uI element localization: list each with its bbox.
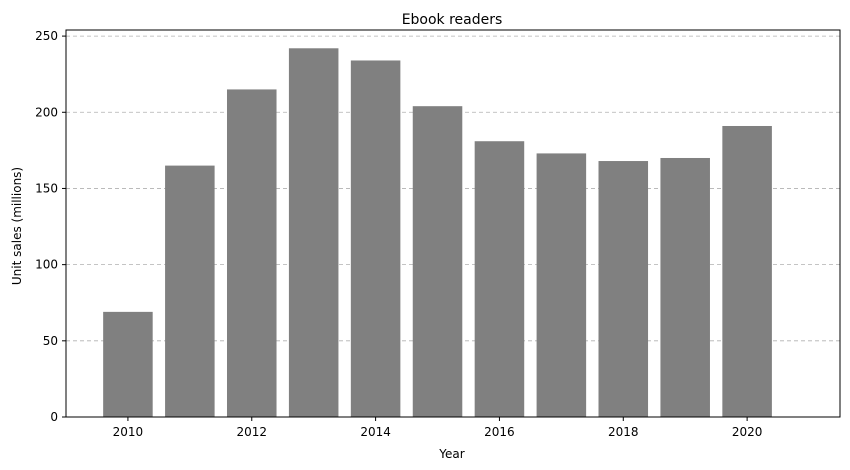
bar-2012 — [226, 89, 277, 417]
y-tick-label: 250 — [35, 29, 58, 43]
y-axis-label: Unit sales (millions) — [10, 167, 24, 285]
y-tick-label: 100 — [35, 258, 58, 272]
x-tick-label: 2020 — [732, 425, 763, 439]
bar-2019 — [660, 157, 710, 417]
x-ticks: 2010 2012 2014 2016 2018 2020 — [113, 417, 763, 439]
bars — [103, 48, 772, 418]
bar-2013 — [288, 48, 339, 417]
chart-title: Ebook readers — [402, 12, 503, 28]
x-tick-label: 2016 — [484, 425, 515, 439]
bar-2015 — [412, 106, 463, 418]
y-tick-label: 0 — [50, 410, 58, 424]
plot-frame — [65, 29, 841, 418]
bar-2014 — [350, 60, 401, 417]
bar-2011 — [165, 165, 215, 417]
bar-2016 — [474, 141, 525, 417]
x-axis-label: Year — [438, 447, 464, 461]
bar-2010 — [103, 311, 153, 417]
bar-2020 — [722, 125, 772, 417]
y-ticks: 0 50 100 150 200 250 — [35, 29, 66, 424]
y-tick-label: 50 — [43, 334, 58, 348]
x-tick-label: 2012 — [236, 425, 267, 439]
y-tick-label: 200 — [35, 105, 58, 119]
x-tick-label: 2018 — [608, 425, 639, 439]
x-tick-label: 2010 — [113, 425, 144, 439]
bar-2018 — [598, 161, 649, 417]
bar-2017 — [536, 153, 587, 417]
y-tick-label: 150 — [35, 181, 58, 195]
x-tick-label: 2014 — [360, 425, 391, 439]
